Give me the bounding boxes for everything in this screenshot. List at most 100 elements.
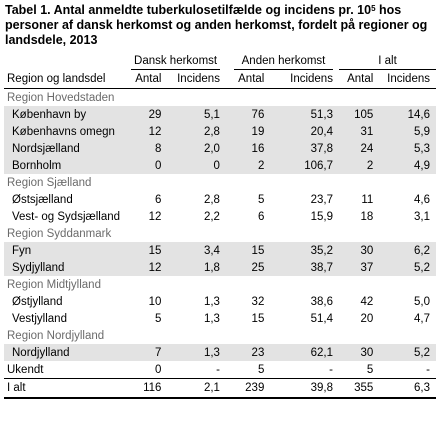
cell-dansk-incidens: 2,1 (171, 378, 220, 399)
cell-dansk-antal: 29 (131, 106, 162, 123)
region-heading-row: Region Nordjylland (4, 327, 436, 344)
cell-anden-incidens: 38,6 (310, 295, 333, 308)
region-heading-row: Region Hovedstaden (4, 89, 436, 107)
table-row: Nordsjælland 8 2,0 16 37,8 24 5,3 (4, 140, 436, 157)
cell-dansk-incidens: 5,1 (171, 106, 220, 123)
cell-dansk-incidens: 2,2 (203, 210, 220, 223)
tuberculosis-table: Dansk herkomst Anden herkomst I alt Regi… (4, 53, 436, 399)
cell-ialt-incidens: 14,6 (379, 106, 436, 123)
row-label: Vest- og Sydsjælland (12, 210, 121, 223)
table-row: Nordjylland 7 1,3 23 62,1 30 5,2 (4, 344, 436, 361)
header-incidens-1: Incidens (171, 69, 220, 89)
cell-dansk-antal: 15 (131, 242, 162, 259)
table-row: Vest- og Sydsjælland 12 2,2 6 15,9 18 3,1 (4, 208, 436, 225)
cell-dansk-incidens: 1,3 (171, 344, 220, 361)
cell-dansk-antal: 5 (155, 312, 162, 325)
cell-anden-incidens: 20,4 (278, 123, 333, 140)
cell-anden-antal: 25 (234, 259, 265, 276)
cell-ialt-incidens: 5,2 (379, 259, 436, 276)
header-antal-2: Antal (234, 69, 265, 89)
table-row: Vestjylland 5 1,3 15 51,4 20 4,7 (4, 310, 436, 327)
cell-ialt-incidens: 4,9 (379, 157, 436, 174)
cell-dansk-antal: 6 (155, 193, 162, 206)
region-heading-row: Region Sjælland (4, 174, 436, 191)
header-incidens-2: Incidens (278, 69, 333, 89)
region-heading: Region Hovedstaden (7, 91, 115, 104)
cell-anden-incidens: 23,7 (310, 193, 333, 206)
cell-ialt-incidens: 4,6 (414, 193, 430, 206)
cell-ialt-antal: 37 (339, 259, 374, 276)
table-row: Københavns omegn 12 2,8 19 20,4 31 5,9 (4, 123, 436, 140)
cell-anden-incidens: 62,1 (278, 344, 333, 361)
cell-anden-antal: 23 (234, 344, 265, 361)
cell-dansk-incidens: 1,3 (203, 312, 220, 325)
cell-ialt-incidens: 6,2 (379, 242, 436, 259)
header-antal-1: Antal (131, 69, 162, 89)
cell-ialt-antal: 355 (339, 378, 374, 399)
header-dansk-herkomst: Dansk herkomst (131, 53, 220, 70)
row-label: Fyn (4, 242, 132, 259)
region-heading: Region Nordjylland (7, 329, 105, 342)
header-incidens-3: Incidens (379, 69, 436, 89)
table-row: Fyn 15 3,4 15 35,2 30 6,2 (4, 242, 436, 259)
table-row: Bornholm 0 0 2 106,7 2 4,9 (4, 157, 436, 174)
header-anden-herkomst: Anden herkomst (234, 53, 333, 70)
header-group-row: Dansk herkomst Anden herkomst I alt (4, 53, 436, 70)
title-superscript: 5 (371, 4, 376, 13)
row-label: Bornholm (4, 157, 132, 174)
cell-anden-incidens: 35,2 (278, 242, 333, 259)
cell-ialt-incidens: - (426, 363, 430, 376)
cell-anden-antal: 2 (234, 157, 265, 174)
cell-ialt-antal: 105 (339, 106, 374, 123)
cell-ialt-incidens: 6,3 (379, 378, 436, 399)
cell-dansk-incidens: 2,0 (171, 140, 220, 157)
cell-anden-antal: 19 (234, 123, 265, 140)
cell-anden-incidens: 15,9 (310, 210, 333, 223)
cell-ialt-antal: 42 (360, 295, 374, 308)
row-label: Vestjylland (12, 312, 67, 325)
region-heading: Region Syddanmark (7, 227, 112, 240)
cell-dansk-incidens: - (216, 363, 220, 376)
header-i-alt: I alt (339, 53, 436, 70)
cell-anden-incidens: - (329, 363, 333, 376)
cell-anden-incidens: 38,7 (278, 259, 333, 276)
cell-ialt-incidens: 4,7 (414, 312, 430, 325)
cell-anden-antal: 15 (234, 242, 265, 259)
cell-anden-incidens: 51,3 (278, 106, 333, 123)
row-label: Nordjylland (4, 344, 132, 361)
cell-ialt-incidens: 5,3 (379, 140, 436, 157)
cell-dansk-incidens: 1,3 (203, 295, 220, 308)
title-text: Tabel 1. Antal anmeldte tuberkulosetilfæ… (5, 3, 372, 17)
region-heading-row: Region Midtjylland (4, 276, 436, 293)
cell-ialt-antal: 5 (366, 363, 374, 376)
cell-ialt-antal: 30 (339, 344, 374, 361)
cell-anden-incidens: 37,8 (278, 140, 333, 157)
cell-dansk-incidens: 0 (171, 157, 220, 174)
cell-ialt-antal: 18 (360, 210, 374, 223)
row-label: Sydjylland (4, 259, 132, 276)
cell-dansk-antal: 12 (131, 259, 162, 276)
row-label: Nordsjælland (4, 140, 132, 157)
cell-dansk-antal: 12 (148, 210, 162, 223)
table-row: Sydjylland 12 1,8 25 38,7 37 5,2 (4, 259, 436, 276)
cell-ialt-incidens: 5,9 (379, 123, 436, 140)
cell-anden-antal: 5 (257, 363, 265, 376)
cell-dansk-antal: 12 (131, 123, 162, 140)
total-row: I alt 116 2,1 239 39,8 355 6,3 (4, 378, 436, 399)
region-heading: Region Midtjylland (7, 278, 101, 291)
cell-ialt-antal: 24 (339, 140, 374, 157)
cell-dansk-antal: 116 (131, 378, 162, 399)
row-label: Ukendt (7, 363, 44, 376)
cell-dansk-incidens: 1,8 (171, 259, 220, 276)
cell-anden-antal: 76 (234, 106, 265, 123)
row-label: København by (4, 106, 132, 123)
cell-anden-antal: 16 (234, 140, 265, 157)
cell-anden-incidens: 106,7 (278, 157, 333, 174)
row-label: Østsjælland (12, 193, 73, 206)
title-rest: hos personer af dansk herkomst og anden … (5, 3, 428, 47)
cell-anden-incidens: 51,4 (310, 312, 333, 325)
row-label: Københavns omegn (4, 123, 132, 140)
row-label: Østjylland (12, 295, 63, 308)
header-column-row: Region og landsdel Antal Incidens Antal … (4, 69, 436, 89)
cell-dansk-antal: 0 (131, 157, 162, 174)
